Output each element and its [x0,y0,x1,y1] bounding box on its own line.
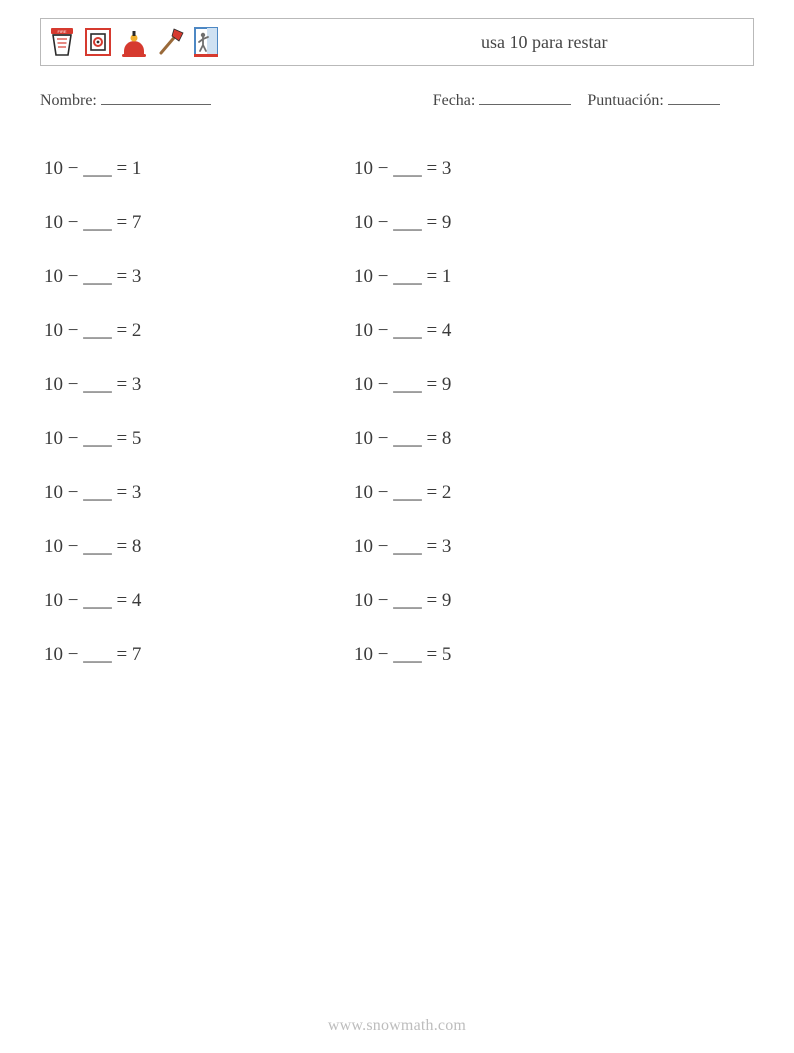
problem-cell: 10 − ___ = 9 [354,374,724,396]
header-box: FIRE [40,18,754,66]
alarm-pull-icon [83,25,113,59]
problem-cell: 10 − ___ = 9 [354,590,724,612]
problem-cell: 10 − ___ = 1 [354,266,724,288]
problem-row: 10 − ___ = 7 10 − ___ = 9 [44,196,724,250]
date-score-group: Fecha: Puntuación: [433,92,754,110]
subtraction-problem: 10 − ___ = 3 [44,374,141,395]
subtraction-problem: 10 − ___ = 9 [354,212,451,233]
subtraction-problem: 10 − ___ = 5 [44,428,141,449]
name-blank[interactable] [101,104,211,105]
emergency-exit-icon [191,25,221,59]
problem-row: 10 − ___ = 7 10 − ___ = 5 [44,628,724,682]
problem-cell: 10 − ___ = 1 [44,158,354,180]
subtraction-problem: 10 − ___ = 2 [44,320,141,341]
info-row: Nombre: Fecha: Puntuación: [40,92,754,110]
problem-cell: 10 − ___ = 3 [354,158,724,180]
problem-cell: 10 − ___ = 8 [354,428,724,450]
problem-row: 10 − ___ = 3 10 − ___ = 9 [44,358,724,412]
problem-row: 10 − ___ = 4 10 − ___ = 9 [44,574,724,628]
problem-cell: 10 − ___ = 3 [44,374,354,396]
subtraction-problem: 10 − ___ = 3 [354,158,451,179]
problem-cell: 10 − ___ = 9 [354,212,724,234]
name-label: Nombre: [40,92,97,109]
date-label: Fecha: [433,92,476,109]
subtraction-problem: 10 − ___ = 8 [44,536,141,557]
worksheet-page: FIRE [0,0,794,1053]
problem-row: 10 − ___ = 3 10 − ___ = 2 [44,466,724,520]
alarm-bell-icon [119,25,149,59]
subtraction-problem: 10 − ___ = 8 [354,428,451,449]
score-label: Puntuación: [587,92,663,109]
problem-cell: 10 − ___ = 2 [354,482,724,504]
subtraction-problem: 10 − ___ = 4 [354,320,451,341]
subtraction-problem: 10 − ___ = 1 [44,158,141,179]
problem-cell: 10 − ___ = 7 [44,644,354,666]
subtraction-problem: 10 − ___ = 9 [354,374,451,395]
subtraction-problem: 10 − ___ = 7 [44,212,141,233]
problem-cell: 10 − ___ = 7 [44,212,354,234]
problem-row: 10 − ___ = 2 10 − ___ = 4 [44,304,724,358]
problem-cell: 10 − ___ = 4 [44,590,354,612]
problem-cell: 10 − ___ = 2 [44,320,354,342]
subtraction-problem: 10 − ___ = 3 [44,266,141,287]
problem-cell: 10 − ___ = 5 [44,428,354,450]
header-icons-row: FIRE [41,25,221,59]
subtraction-problem: 10 − ___ = 5 [354,644,451,665]
subtraction-problem: 10 − ___ = 1 [354,266,451,287]
problem-cell: 10 − ___ = 3 [44,266,354,288]
score-blank[interactable] [668,104,720,105]
problem-row: 10 − ___ = 5 10 − ___ = 8 [44,412,724,466]
subtraction-problem: 10 − ___ = 9 [354,590,451,611]
subtraction-problem: 10 − ___ = 2 [354,482,451,503]
problem-cell: 10 − ___ = 3 [44,482,354,504]
name-field-group: Nombre: [40,92,433,110]
problem-cell: 10 − ___ = 3 [354,536,724,558]
footer-watermark: www.snowmath.com [0,1017,794,1035]
problem-row: 10 − ___ = 1 10 − ___ = 3 [44,142,724,196]
problem-row: 10 − ___ = 8 10 − ___ = 3 [44,520,724,574]
problems-grid: 10 − ___ = 110 − ___ = 310 − ___ = 710 −… [44,142,724,682]
subtraction-problem: 10 − ___ = 3 [44,482,141,503]
date-blank[interactable] [479,104,571,105]
problem-cell: 10 − ___ = 4 [354,320,724,342]
problem-cell: 10 − ___ = 8 [44,536,354,558]
problem-row: 10 − ___ = 3 10 − ___ = 1 [44,250,724,304]
fire-axe-icon [155,25,185,59]
fire-bucket-icon: FIRE [47,25,77,59]
subtraction-problem: 10 − ___ = 7 [44,644,141,665]
subtraction-problem: 10 − ___ = 3 [354,536,451,557]
subtraction-problem: 10 − ___ = 4 [44,590,141,611]
svg-text:FIRE: FIRE [57,29,66,34]
worksheet-title: usa 10 para restar [221,32,753,53]
problem-cell: 10 − ___ = 5 [354,644,724,666]
